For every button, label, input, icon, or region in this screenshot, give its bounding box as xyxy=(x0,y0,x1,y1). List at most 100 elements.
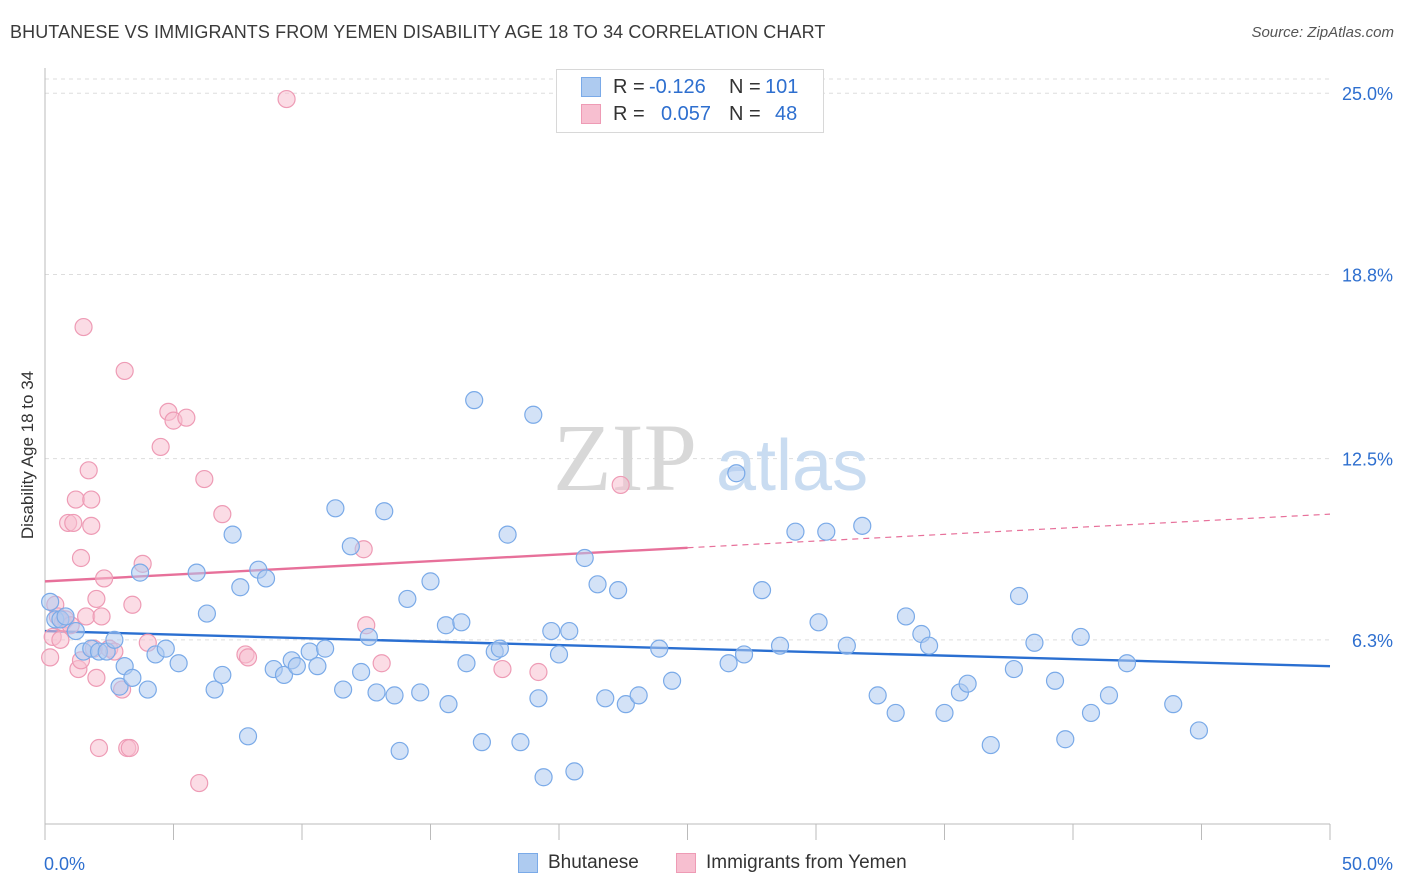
bhutanese-point xyxy=(498,525,517,544)
bhutanese-point xyxy=(734,645,754,664)
chart-title: BHUTANESE VS IMMIGRANTS FROM YEMEN DISAB… xyxy=(10,22,826,42)
bhutanese-point xyxy=(169,654,188,673)
yemen-point xyxy=(87,668,106,687)
bhutanese-point xyxy=(596,689,615,708)
axis-labels: 6.3% 12.5% 18.8% 25.0% 0.0% 50.0% Disability A… xyxy=(18,84,1393,874)
bhutanese-point xyxy=(439,695,458,714)
yemen-trend-line-dashed xyxy=(687,513,1331,549)
correlation-legend: R = -0.126 N = 101 R = 0.057 N = 48 xyxy=(556,69,824,133)
bhutanese-point xyxy=(187,563,206,582)
bhutanese-point xyxy=(56,607,75,626)
bhutanese-point xyxy=(341,537,360,556)
yemen-point xyxy=(64,513,83,533)
bhutanese-point xyxy=(650,639,669,658)
bhutanese-point xyxy=(110,677,129,696)
bhutanese-point xyxy=(436,616,456,635)
bhutanese-point xyxy=(786,522,805,541)
yemen-point xyxy=(611,475,630,495)
bhutanese-trend-line xyxy=(44,629,1331,668)
legend-r-value: -0.126 xyxy=(649,75,706,98)
yemen-point xyxy=(372,654,391,673)
bhutanese-point xyxy=(629,686,648,705)
bhutanese-point xyxy=(1189,721,1209,740)
yemen-point xyxy=(95,569,114,588)
bhutanese-point xyxy=(472,733,491,752)
bhutanese-point xyxy=(385,686,404,705)
bhutanese-point xyxy=(817,522,836,541)
bhutanese-point xyxy=(1164,695,1183,714)
bhutanese-point xyxy=(853,516,872,535)
yemen-point xyxy=(238,648,258,667)
bhutanese-point xyxy=(352,662,371,682)
bhutanese-point xyxy=(156,639,175,658)
y-tick-label: 18.8% xyxy=(1342,265,1393,285)
bhutanese-point xyxy=(837,636,856,655)
bhutanese-point xyxy=(490,639,509,658)
bhutanese-point xyxy=(809,613,828,632)
bhutanese-point xyxy=(896,607,916,626)
bhutanese-point xyxy=(452,613,471,632)
y-tick-label: 12.5% xyxy=(1342,450,1393,470)
bhutanese-point xyxy=(1004,659,1023,679)
bhutanese-point xyxy=(588,575,607,594)
bhutanese-point xyxy=(919,636,939,655)
yemen-point xyxy=(115,361,134,381)
yemen-point xyxy=(41,648,60,667)
yemen-point xyxy=(123,595,142,614)
y-tick-label: 25.0% xyxy=(1342,84,1393,104)
yemen-point xyxy=(195,469,214,489)
yemen-point xyxy=(190,773,209,793)
bhutanese-point xyxy=(123,668,142,687)
bhutanese-point xyxy=(981,735,1000,755)
bhutanese-point xyxy=(213,665,232,685)
bhutanese-point xyxy=(359,627,378,647)
bhutanese-point xyxy=(565,762,584,781)
bhutanese-point xyxy=(1009,586,1029,606)
bhutanese-point xyxy=(752,581,772,600)
bhutanese-point xyxy=(886,703,905,723)
yemen-point xyxy=(92,607,111,626)
bhutanese-point xyxy=(727,464,746,483)
bhutanese-point xyxy=(1045,671,1065,690)
legend-r-label: R = xyxy=(613,102,645,125)
yemen-point xyxy=(71,548,91,568)
bhutanese-point xyxy=(1099,686,1119,705)
bhutanese-point xyxy=(1071,627,1090,647)
bhutanese-point xyxy=(524,405,543,424)
bhutanese-point xyxy=(770,636,790,655)
y-tick-label: 6.3% xyxy=(1352,631,1393,651)
bhutanese-point xyxy=(287,657,306,676)
bhutanese-point xyxy=(308,657,327,676)
yemen-point xyxy=(77,607,96,626)
legend-swatch-pink xyxy=(581,104,601,124)
gridlines xyxy=(45,78,1330,641)
yemen-point xyxy=(213,505,232,524)
bhutanese-point xyxy=(421,572,440,591)
yemen-point xyxy=(82,516,101,535)
bottom-legend-yemen: Immigrants from Yemen xyxy=(676,852,907,874)
data-points xyxy=(41,89,1209,793)
yemen-point xyxy=(82,490,101,509)
bhutanese-point xyxy=(367,683,386,702)
bottom-legend-label: Bhutanese xyxy=(548,852,639,873)
bhutanese-point xyxy=(411,683,430,702)
yemen-point xyxy=(66,490,85,509)
bhutanese-point xyxy=(549,645,569,664)
yemen-point xyxy=(151,437,170,457)
bhutanese-point xyxy=(719,654,738,673)
bhutanese-point xyxy=(256,569,276,588)
bhutanese-point xyxy=(616,695,635,714)
bhutanese-point xyxy=(66,621,85,641)
yemen-point xyxy=(177,408,196,427)
bhutanese-point xyxy=(130,563,150,582)
axes xyxy=(44,68,1331,840)
bhutanese-point xyxy=(41,592,60,611)
y-axis-label: Disability Age 18 to 34 xyxy=(18,371,37,539)
yemen-point xyxy=(529,662,548,682)
bhutanese-point xyxy=(197,604,217,623)
bhutanese-point xyxy=(529,689,548,708)
bhutanese-point xyxy=(958,674,977,693)
yemen-point xyxy=(120,738,139,758)
bhutanese-point xyxy=(231,578,250,597)
bottom-legend-label: Immigrants from Yemen xyxy=(706,852,907,873)
